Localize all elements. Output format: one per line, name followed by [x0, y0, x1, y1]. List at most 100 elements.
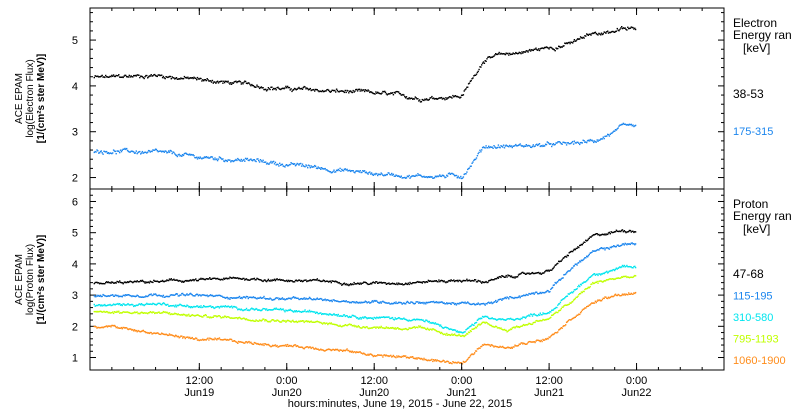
data-point	[560, 327, 562, 329]
data-point	[98, 76, 100, 78]
data-point	[209, 156, 212, 158]
data-point	[196, 293, 198, 295]
data-point	[371, 327, 374, 329]
data-point	[299, 87, 301, 90]
data-point	[445, 361, 447, 363]
data-point	[399, 93, 402, 95]
data-point	[575, 247, 577, 250]
data-point	[403, 302, 405, 304]
data-point	[463, 302, 465, 304]
data-point	[123, 75, 125, 77]
data-point	[466, 86, 468, 88]
data-point	[293, 321, 296, 323]
data-point	[625, 123, 627, 126]
data-point	[241, 297, 243, 300]
data-point	[126, 311, 128, 313]
data-point	[306, 346, 308, 348]
data-point	[177, 154, 179, 156]
data-point	[231, 277, 234, 279]
data-point	[175, 293, 178, 295]
data-point	[120, 282, 123, 284]
data-point	[452, 280, 454, 282]
data-point	[424, 327, 426, 329]
data-point	[145, 281, 147, 283]
data-point	[398, 282, 400, 284]
data-point	[394, 92, 396, 94]
data-point	[289, 89, 291, 91]
data-point	[384, 174, 387, 177]
data-point	[629, 124, 632, 126]
data-point	[510, 275, 513, 277]
data-point	[369, 302, 371, 304]
data-point	[429, 359, 431, 362]
data-point	[623, 27, 625, 29]
data-point	[123, 294, 125, 296]
data-point	[371, 354, 374, 356]
data-point	[204, 79, 207, 81]
data-point	[459, 362, 461, 364]
data-point	[193, 155, 195, 157]
data-point	[163, 280, 165, 283]
data-point	[217, 338, 220, 340]
data-point	[292, 89, 294, 91]
data-point	[358, 301, 360, 304]
data-point	[140, 330, 143, 332]
data-point	[436, 359, 438, 361]
data-point	[415, 174, 417, 176]
data-point	[135, 304, 137, 306]
data-point	[330, 172, 332, 174]
data-point	[190, 306, 193, 308]
data-point	[470, 165, 472, 167]
data-point	[134, 280, 137, 283]
data-point	[586, 240, 588, 242]
data-point	[277, 163, 279, 166]
data-point	[377, 92, 380, 94]
data-point	[234, 277, 236, 279]
data-point	[447, 361, 450, 363]
data-point	[281, 279, 284, 281]
data-point	[105, 150, 108, 153]
data-point	[581, 291, 583, 294]
data-point	[412, 356, 414, 358]
data-point	[352, 351, 354, 354]
data-point	[374, 93, 376, 95]
data-point	[383, 354, 385, 356]
data-point	[401, 177, 403, 179]
data-point	[410, 356, 412, 358]
data-point	[126, 147, 128, 150]
data-point	[618, 30, 620, 32]
data-point	[285, 164, 287, 166]
data-point	[109, 325, 111, 327]
data-point	[304, 346, 306, 349]
data-point	[318, 298, 320, 300]
data-point	[178, 304, 180, 306]
data-point	[384, 90, 386, 93]
data-point	[187, 315, 189, 317]
data-point	[399, 283, 402, 285]
data-point	[274, 161, 277, 164]
data-point	[479, 304, 481, 306]
data-point	[461, 177, 464, 179]
data-point	[230, 277, 233, 279]
data-point	[239, 278, 242, 280]
data-point	[530, 323, 533, 326]
data-point	[142, 280, 144, 283]
data-point	[550, 335, 552, 337]
data-point	[351, 314, 353, 317]
data-point	[556, 263, 558, 265]
data-point	[344, 350, 346, 352]
data-point	[167, 312, 169, 314]
data-point	[141, 279, 144, 282]
data-point	[472, 353, 474, 356]
data-point	[434, 175, 437, 177]
data-point	[535, 291, 537, 293]
data-point	[592, 140, 594, 142]
data-point	[419, 302, 422, 304]
data-point	[556, 48, 558, 50]
data-point	[468, 279, 471, 281]
data-point	[606, 270, 608, 273]
data-point	[305, 279, 307, 281]
data-point	[403, 317, 405, 319]
data-point	[460, 362, 463, 364]
data-point	[399, 318, 402, 320]
